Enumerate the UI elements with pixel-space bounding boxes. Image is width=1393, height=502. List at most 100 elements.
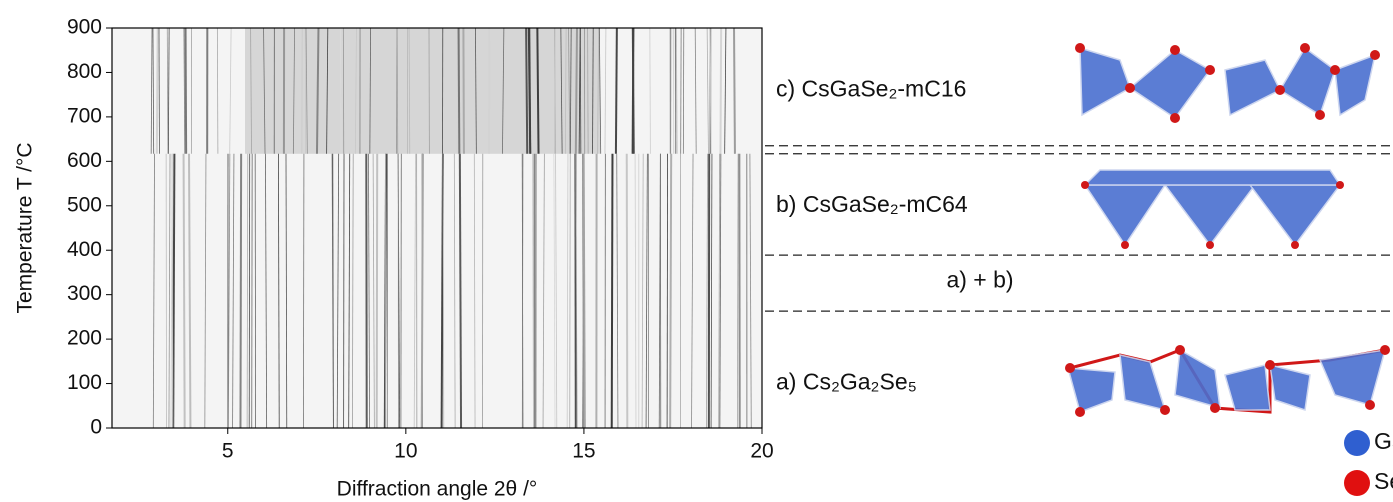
structure-mc64	[1081, 169, 1344, 249]
reflection-line	[694, 27, 697, 154]
reflection-line	[749, 153, 752, 429]
phase-label: c) CsGaSe₂-mC16	[776, 75, 966, 101]
y-tick-label: 100	[67, 371, 102, 394]
reflection-line	[305, 27, 308, 154]
reflection-line	[614, 27, 618, 154]
reflection-line	[239, 153, 243, 429]
reflection-line	[166, 27, 169, 154]
reflection-line	[285, 153, 288, 429]
reflection-line	[616, 153, 619, 429]
reflection-line	[502, 27, 505, 154]
reflection-line	[553, 153, 556, 429]
reflection-line	[348, 153, 351, 429]
reflection-line	[578, 27, 581, 154]
reflection-line	[631, 27, 635, 154]
reflection-line	[592, 27, 594, 154]
reflection-line	[574, 27, 579, 154]
reflection-line	[457, 27, 461, 154]
x-tick-label: 10	[394, 440, 417, 463]
reflection-line	[155, 27, 159, 154]
reflection-line	[475, 27, 477, 154]
reflection-line	[560, 27, 563, 154]
reflection-line	[555, 153, 558, 429]
x-tick-label: 20	[750, 440, 773, 463]
reflection-line	[575, 153, 578, 429]
reflection-line	[232, 153, 235, 429]
reflection-line	[473, 153, 476, 429]
reflection-line	[733, 27, 736, 154]
reflection-line	[669, 153, 673, 429]
reflection-line	[718, 153, 721, 429]
heatmap	[112, 27, 762, 429]
reflection-line	[204, 153, 207, 429]
reflection-line	[303, 153, 305, 429]
reflection-line	[458, 153, 463, 429]
reflection-line	[167, 27, 170, 154]
reflection-line	[691, 153, 694, 429]
reflection-line	[168, 153, 171, 429]
phase-label: a) Cs₂Ga₂Se₅	[776, 369, 917, 395]
reflection-line	[413, 153, 417, 429]
y-tick-label: 900	[67, 16, 102, 39]
reflection-line	[569, 27, 572, 154]
reflection-line	[250, 27, 252, 154]
reflection-line	[304, 27, 307, 154]
x-tick-label: 15	[572, 440, 595, 463]
reflection-line	[183, 27, 186, 154]
y-tick-label: 700	[67, 104, 102, 127]
reflection-line	[610, 153, 614, 429]
reflection-line	[369, 27, 371, 154]
reflection-line	[645, 153, 648, 429]
reflection-line	[172, 153, 176, 429]
reflection-line	[706, 153, 708, 429]
y-tick-label: 500	[67, 193, 102, 216]
reflection-line	[278, 153, 280, 429]
reflection-line	[442, 153, 445, 429]
reflection-line	[184, 27, 188, 154]
y-tick-label: 400	[67, 238, 102, 261]
reflection-line	[587, 27, 589, 154]
reflection-line	[396, 27, 399, 154]
reflection-line	[152, 27, 155, 154]
reflection-line	[527, 27, 532, 154]
structure-mc16	[1075, 43, 1380, 123]
reflection-line	[352, 153, 354, 429]
reflection-line	[525, 27, 529, 154]
reflection-line	[336, 153, 340, 429]
y-axis-label: Temperature T /°C	[14, 142, 37, 313]
reflection-line	[372, 153, 375, 429]
x-axis-label: Diffraction angle 2θ /°	[337, 478, 538, 501]
reflection-line	[634, 153, 637, 429]
heatmap-region	[245, 28, 600, 154]
structure-cs2ga2se5	[1065, 345, 1390, 417]
reflection-line	[265, 153, 268, 429]
reflection-line	[521, 153, 524, 429]
y-tick-label: 300	[67, 282, 102, 305]
reflection-line	[326, 27, 329, 154]
reflection-line	[263, 27, 266, 154]
reflection-line	[673, 27, 675, 154]
reflection-line	[569, 153, 571, 429]
reflection-line	[566, 153, 569, 429]
reflection-line	[368, 153, 371, 429]
reflection-line	[597, 27, 599, 154]
reflection-line	[170, 153, 173, 429]
plot-frame	[111, 27, 763, 429]
reflection-line	[453, 153, 456, 429]
phase-label: b) CsGaSe₂-mC64	[776, 191, 968, 217]
reflection-line	[604, 27, 607, 154]
reflection-line	[641, 153, 644, 429]
y-tick-label: 600	[67, 149, 102, 172]
reflection-line	[152, 153, 155, 429]
reflection-line	[375, 153, 379, 429]
reflection-line	[542, 153, 545, 429]
reflection-line	[292, 27, 296, 154]
reflection-line	[227, 153, 231, 429]
reflection-line	[582, 153, 586, 429]
reflection-line	[188, 153, 192, 429]
reflection-line	[332, 153, 334, 429]
reflection-line	[736, 153, 739, 429]
reflection-line	[216, 27, 219, 154]
y-tick-label: 800	[67, 60, 102, 83]
